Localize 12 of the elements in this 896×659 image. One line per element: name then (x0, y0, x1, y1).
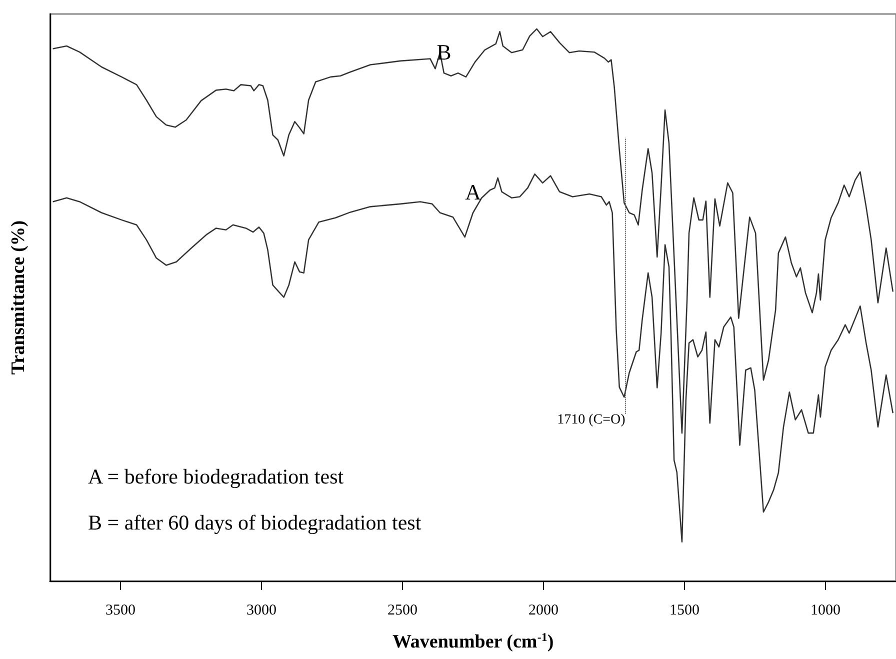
annotation: A = before biodegradation test (88, 464, 344, 488)
x-tick-label: 3000 (246, 602, 276, 618)
x-tick-label: 2500 (388, 602, 418, 618)
annotation: B = after 60 days of biodegradation test (88, 510, 422, 534)
y-axis-title: Transmittance (%) (8, 220, 29, 375)
x-tick-label: 2000 (528, 602, 558, 618)
x-tick-label: 3500 (106, 602, 136, 618)
series-label: B (436, 40, 452, 65)
annotation: 1710 (C=O) (557, 412, 626, 428)
x-tick-label: 1000 (810, 602, 840, 618)
x-tick-label: 1500 (670, 602, 700, 618)
series-label: A (465, 179, 482, 204)
